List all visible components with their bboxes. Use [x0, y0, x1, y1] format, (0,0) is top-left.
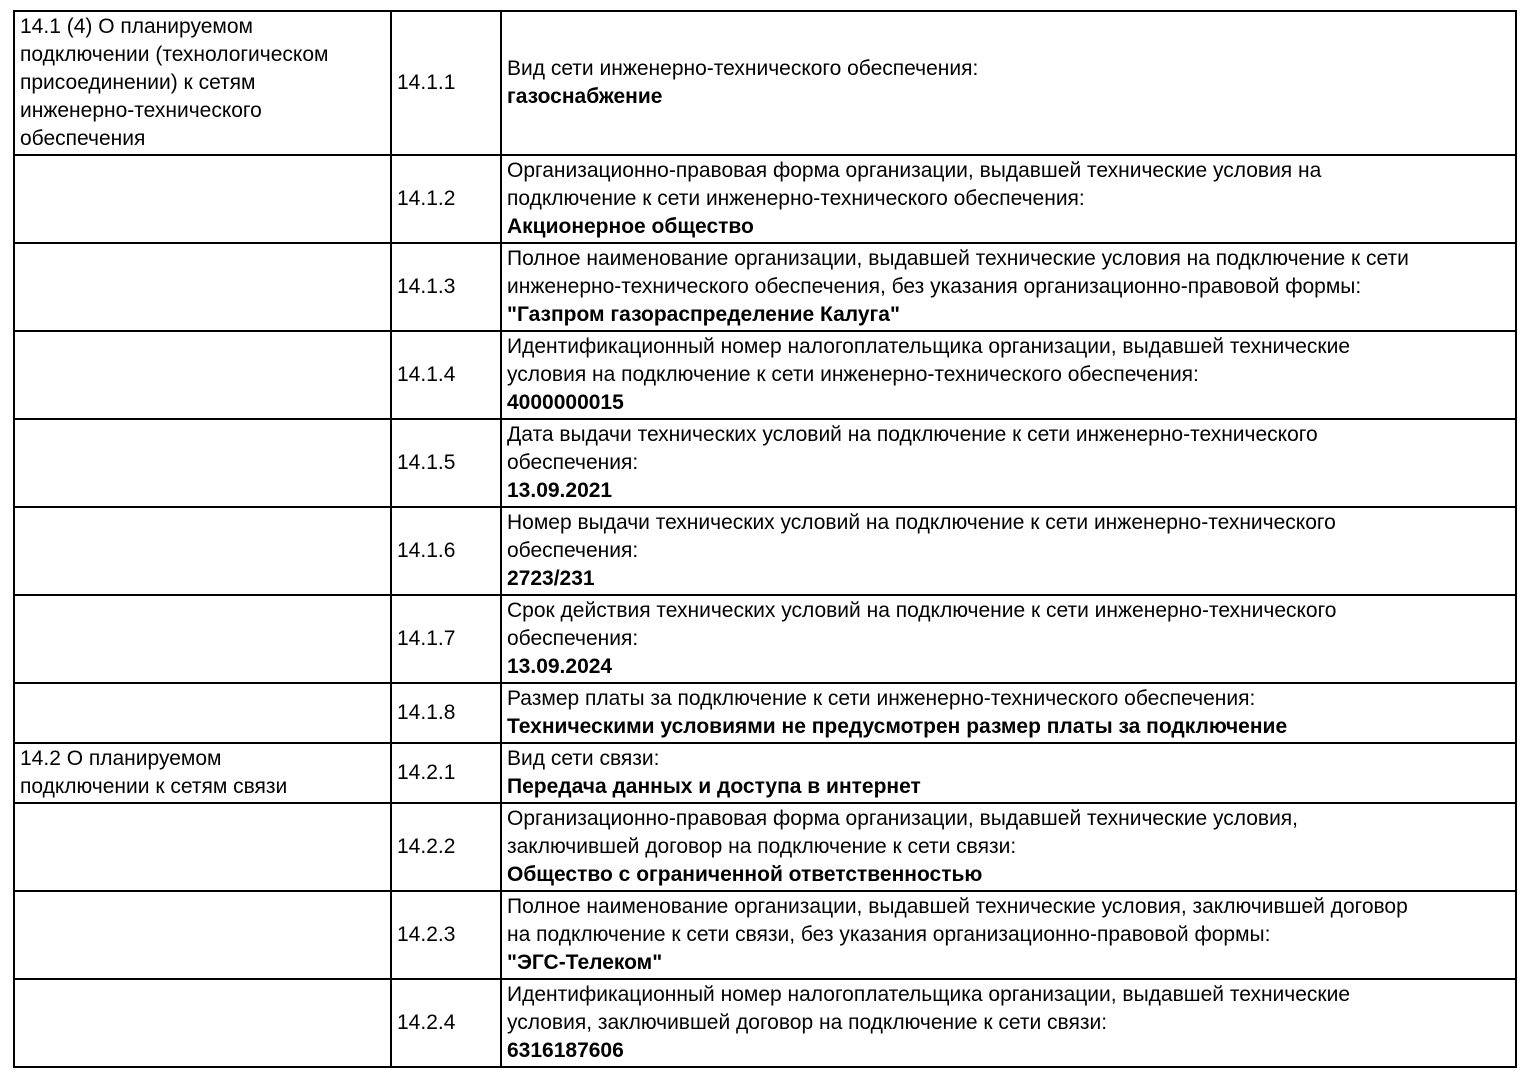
field-value: "ЭГС-Телеком": [507, 951, 663, 974]
field-value: Акционерное общество: [507, 215, 754, 238]
declaration-table-body: 14.1 (4) О планируемом подключении (техн…: [13, 10, 1517, 1068]
field-label: Срок действия технических условий на под…: [507, 599, 1337, 650]
field-value: Техническими условиями не предусмотрен р…: [507, 715, 1288, 738]
item-content: Дата выдачи технических условий на подкл…: [500, 418, 1517, 508]
item-code: 14.1.4: [390, 330, 502, 420]
item-content: Вид сети связи: Передача данных и доступ…: [500, 742, 1517, 804]
item-content: Организационно-правовая форма организаци…: [500, 802, 1517, 892]
table-row: 14.1.7 Срок действия технических условий…: [13, 594, 1517, 684]
field-value: "Газпром газораспределение Калуга": [507, 303, 900, 326]
field-value: 13.09.2021: [507, 479, 613, 502]
table-row: 14.2.3 Полное наименование организации, …: [13, 890, 1517, 980]
item-content: Организационно-правовая форма организаци…: [500, 154, 1517, 244]
section-cell: [13, 802, 392, 892]
field-value: 2723/231: [507, 567, 595, 590]
section-cell: [13, 978, 392, 1068]
table-row: 14.2.4 Идентификационный номер налогопла…: [13, 978, 1517, 1068]
field-value: Передача данных и доступа в интернет: [507, 775, 921, 798]
field-label: Идентификационный номер налогоплательщик…: [507, 983, 1351, 1034]
table-row: 14.1.8 Размер платы за подключение к сет…: [13, 682, 1517, 744]
field-label: Полное наименование организации, выдавше…: [507, 895, 1408, 946]
section-cell: [13, 418, 392, 508]
item-code: 14.1.6: [390, 506, 502, 596]
section-cell: [13, 594, 392, 684]
item-code: 14.1.2: [390, 154, 502, 244]
item-code: 14.2.1: [390, 742, 502, 804]
field-label: Номер выдачи технических условий на подк…: [507, 511, 1336, 562]
item-code: 14.2.2: [390, 802, 502, 892]
item-content: Идентификационный номер налогоплательщик…: [500, 330, 1517, 420]
item-code: 14.1.7: [390, 594, 502, 684]
table-row: 14.1.5 Дата выдачи технических условий н…: [13, 418, 1517, 508]
item-code: 14.2.4: [390, 978, 502, 1068]
section-cell: [13, 242, 392, 332]
item-content: Полное наименование организации, выдавше…: [500, 890, 1517, 980]
section-cell: [13, 890, 392, 980]
field-label: Идентификационный номер налогоплательщик…: [507, 335, 1351, 386]
field-value: газоснабжение: [507, 85, 663, 108]
field-label: Вид сети связи:: [507, 747, 660, 770]
item-content: Полное наименование организации, выдавше…: [500, 242, 1517, 332]
table-row: 14.1.4 Идентификационный номер налогопла…: [13, 330, 1517, 420]
item-content: Идентификационный номер налогоплательщик…: [500, 978, 1517, 1068]
item-code: 14.1.8: [390, 682, 502, 744]
table-row: 14.1 (4) О планируемом подключении (техн…: [13, 10, 1517, 156]
field-label: Организационно-правовая форма организаци…: [507, 159, 1322, 210]
section-cell: [13, 330, 392, 420]
section-cell: 14.2 О планируемом подключении к сетям с…: [13, 742, 392, 804]
section-cell: [13, 154, 392, 244]
item-content: Номер выдачи технических условий на подк…: [500, 506, 1517, 596]
field-value: Общество с ограниченной ответственностью: [507, 863, 983, 886]
field-label: Полное наименование организации, выдавше…: [507, 247, 1409, 298]
field-value: 6316187606: [507, 1039, 624, 1062]
item-code: 14.1.3: [390, 242, 502, 332]
field-label: Вид сети инженерно-технического обеспече…: [507, 57, 979, 80]
field-label: Дата выдачи технических условий на подкл…: [507, 423, 1318, 474]
field-label: Размер платы за подключение к сети инжен…: [507, 687, 1256, 710]
field-value: 4000000015: [507, 391, 624, 414]
field-label: Организационно-правовая форма организаци…: [507, 807, 1299, 858]
item-code: 14.1.5: [390, 418, 502, 508]
table-row: 14.2.2 Организационно-правовая форма орг…: [13, 802, 1517, 892]
item-content: Вид сети инженерно-технического обеспече…: [500, 10, 1517, 156]
table-row: 14.2 О планируемом подключении к сетям с…: [13, 742, 1517, 804]
item-code: 14.1.1: [390, 10, 502, 156]
table-row: 14.1.6 Номер выдачи технических условий …: [13, 506, 1517, 596]
section-cell: 14.1 (4) О планируемом подключении (техн…: [13, 10, 392, 156]
table-row: 14.1.3 Полное наименование организации, …: [13, 242, 1517, 332]
field-value: 13.09.2024: [507, 655, 613, 678]
table-row: 14.1.2 Организационно-правовая форма орг…: [13, 154, 1517, 244]
section-cell: [13, 682, 392, 744]
declaration-table: 14.1 (4) О планируемом подключении (техн…: [13, 10, 1517, 1068]
item-content: Размер платы за подключение к сети инжен…: [500, 682, 1517, 744]
item-content: Срок действия технических условий на под…: [500, 594, 1517, 684]
item-code: 14.2.3: [390, 890, 502, 980]
section-cell: [13, 506, 392, 596]
